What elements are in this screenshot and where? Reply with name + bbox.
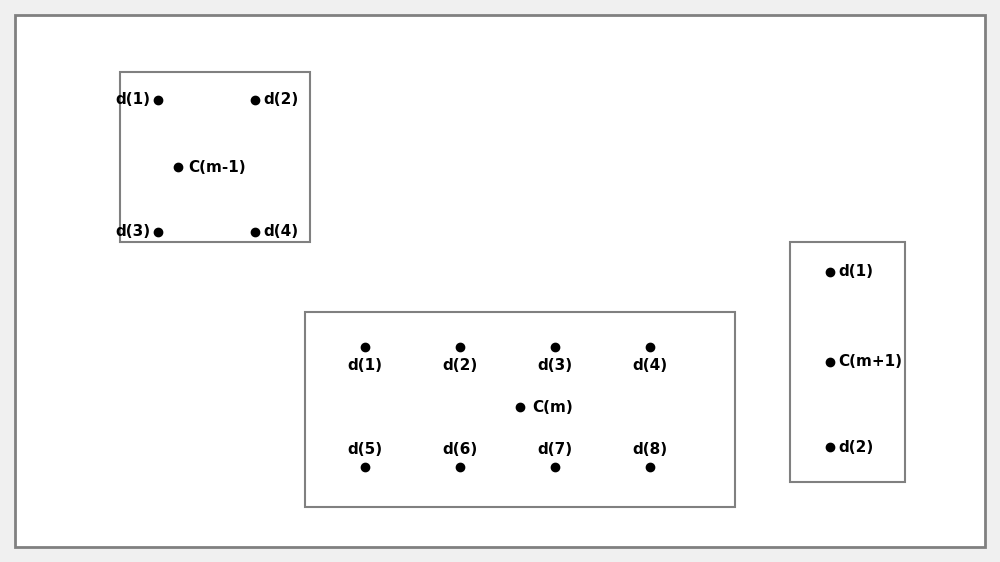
Text: d(4): d(4) [263,224,298,239]
Text: C(m): C(m) [532,400,573,415]
Text: d(7): d(7) [537,442,573,456]
Text: d(3): d(3) [537,357,573,373]
Text: d(4): d(4) [632,357,668,373]
Bar [305,312,735,507]
Text: d(2): d(2) [442,357,478,373]
Text: C(m+1): C(m+1) [838,355,902,369]
Text: d(6): d(6) [442,442,478,456]
Text: d(1): d(1) [838,265,873,279]
Bar [790,242,905,482]
Text: C(m-1): C(m-1) [188,160,246,174]
Text: d(1): d(1) [115,93,150,107]
Text: d(2): d(2) [263,93,298,107]
Text: d(3): d(3) [115,224,150,239]
Text: d(2): d(2) [838,439,873,455]
Text: d(5): d(5) [347,442,383,456]
Bar [120,72,310,242]
Text: d(1): d(1) [348,357,382,373]
Text: d(8): d(8) [632,442,668,456]
